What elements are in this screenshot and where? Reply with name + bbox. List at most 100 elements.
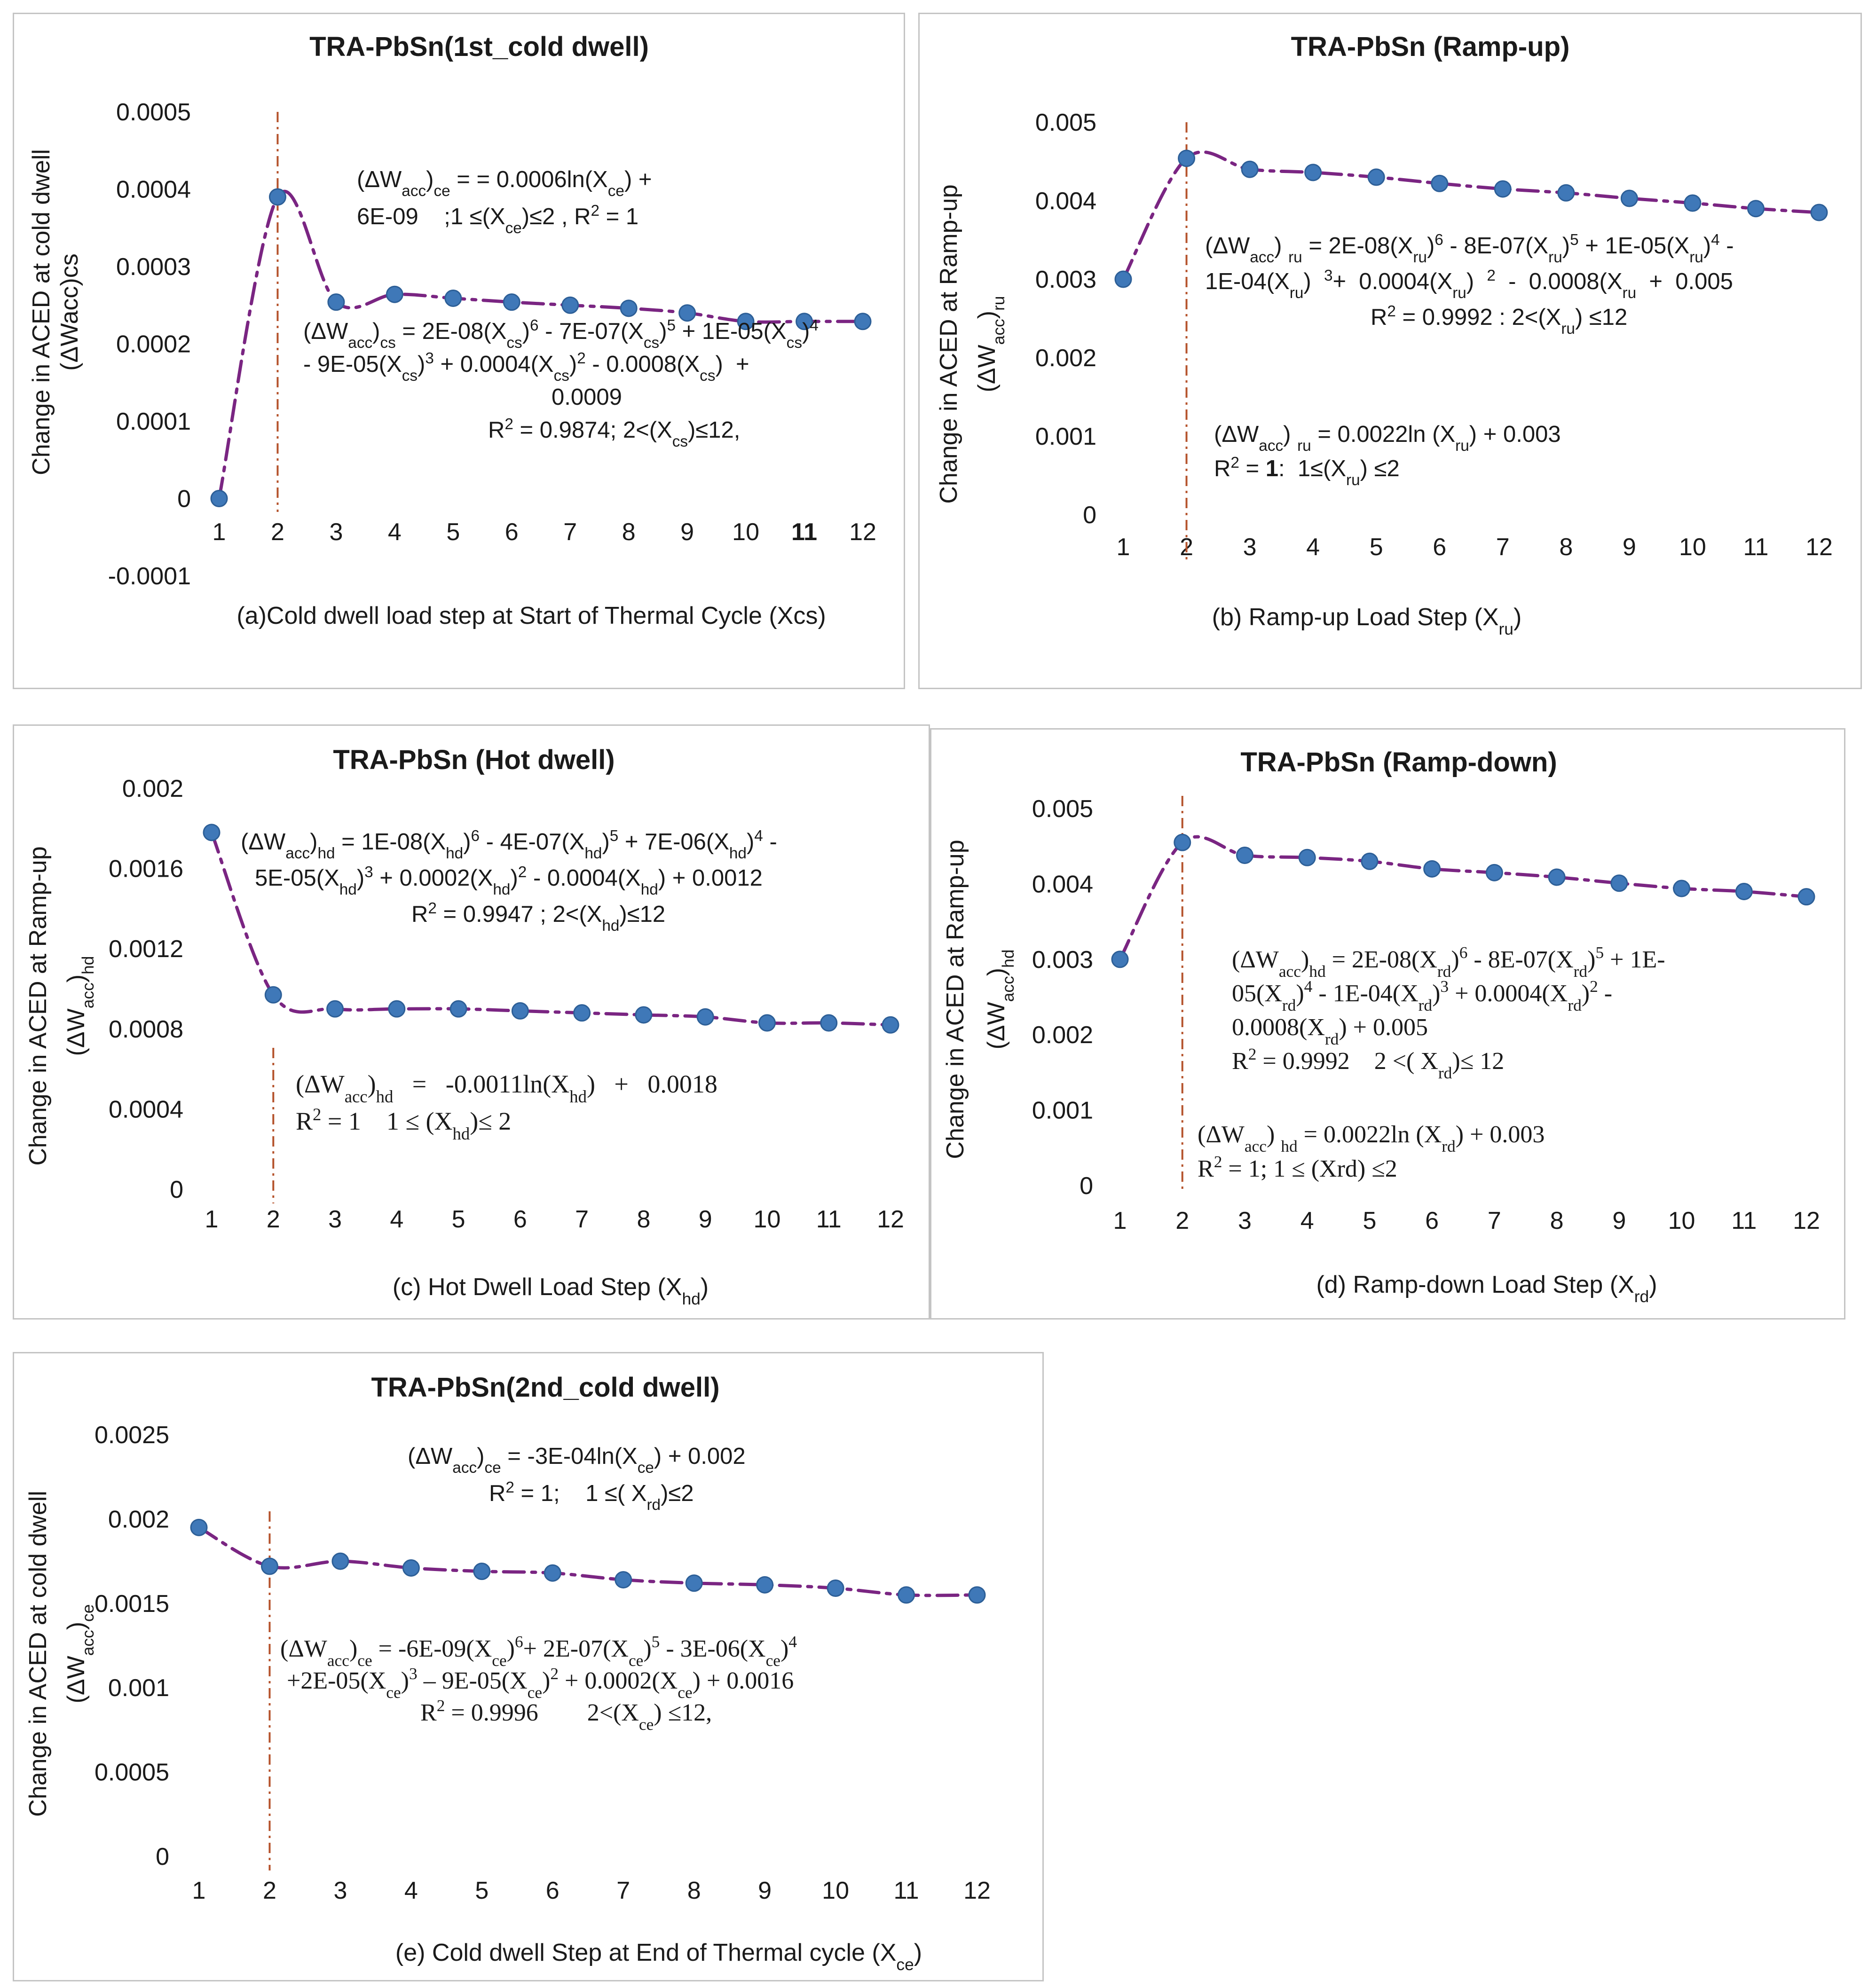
text-segment: ) bbox=[802, 319, 810, 344]
text-segment: )≤ 2 bbox=[470, 1107, 511, 1135]
text-segment: acc bbox=[327, 1651, 349, 1670]
equation-line: 1E-04(Xru) 3+ 0.0004(Xru) 2 - 0.0008(Xru… bbox=[1205, 267, 1733, 302]
x-tick-label: 1 bbox=[205, 1206, 219, 1233]
text-segment: ) bbox=[569, 352, 577, 377]
x-tick-label: 3 bbox=[1238, 1207, 1252, 1234]
chart-panel-hot-dwell: TRA-PbSn (Hot dwell) 0.002 0.0016 0.0012 0.… bbox=[13, 724, 930, 1320]
text-segment: 0.0004 bbox=[116, 176, 191, 204]
text-segment: ) bbox=[418, 352, 425, 377]
text-segment: 0.0016 bbox=[109, 856, 183, 883]
text-segment: 4 bbox=[404, 1877, 418, 1904]
text-segment: 4 bbox=[788, 1632, 797, 1651]
x-tick-label: 10 bbox=[1668, 1207, 1695, 1234]
y-axis-label-line: (ΔWacc)ru bbox=[973, 296, 1008, 393]
text-segment: acc bbox=[79, 1630, 97, 1656]
text-segment: ce bbox=[79, 1604, 97, 1622]
text-segment: 1 bbox=[205, 1206, 219, 1233]
x-tick-label: 7 bbox=[1488, 1207, 1501, 1234]
text-segment: = 0.9996 2<(X bbox=[445, 1699, 639, 1726]
data-point bbox=[210, 490, 228, 507]
x-tick-label: 7 bbox=[616, 1877, 630, 1904]
text-segment: R bbox=[1371, 305, 1387, 330]
text-segment: + 0.0002(X bbox=[373, 865, 493, 891]
text-segment: ce bbox=[434, 182, 450, 200]
x-tick-label: 5 bbox=[452, 1206, 465, 1233]
text-segment: R bbox=[1198, 1155, 1214, 1182]
text-segment: Change in ACED at cold dwell bbox=[28, 149, 55, 475]
trend-line bbox=[1121, 150, 1821, 281]
text-segment: acc bbox=[1279, 962, 1301, 981]
text-segment: = -0.0011ln(X bbox=[393, 1070, 569, 1098]
text-segment: ) bbox=[1301, 946, 1309, 973]
text-segment: 0.0012 bbox=[109, 935, 183, 963]
equation-line: R2 = 0.9947 ; 2<(Xhd)≤12 bbox=[411, 900, 665, 935]
equation-line: (ΔWacc) ru = 0.0022ln (Xru) + 0.003 bbox=[1214, 422, 1561, 455]
y-tick-label: 0.002 bbox=[122, 775, 183, 802]
text-segment: cs bbox=[672, 433, 688, 450]
text-segment: 0.0004 bbox=[109, 1096, 183, 1123]
text-segment: 0.0008(X bbox=[1232, 1014, 1325, 1041]
text-segment: 3 bbox=[1324, 267, 1333, 284]
text-segment: - 0.0008(X bbox=[586, 352, 700, 377]
text-segment: 2 bbox=[505, 1479, 514, 1496]
text-segment: hd bbox=[729, 845, 747, 862]
text-segment: 0.001 bbox=[1032, 1097, 1093, 1124]
text-segment: 8 bbox=[622, 519, 636, 546]
y-tick-label: 0.0015 bbox=[95, 1590, 169, 1618]
text-segment: = 1 bbox=[599, 204, 638, 229]
text-segment: 5 bbox=[452, 1206, 465, 1233]
text-segment: 1 bbox=[213, 519, 226, 546]
text-segment: cs bbox=[787, 334, 802, 352]
text-segment: ce bbox=[492, 1651, 506, 1670]
text-segment: ) + 0.003 bbox=[1456, 1121, 1545, 1148]
y-axis-label: Change in ACED at cold dwell (ΔWacc)cs bbox=[28, 149, 83, 475]
text-segment: 11 bbox=[1731, 1207, 1757, 1234]
text-segment: 12 bbox=[877, 1206, 904, 1233]
data-point bbox=[1114, 270, 1132, 288]
text-segment: 9 bbox=[699, 1206, 712, 1233]
x-tick-label: 11 bbox=[816, 1206, 842, 1233]
x-tick-label: 12 bbox=[849, 519, 876, 546]
data-point bbox=[1304, 164, 1322, 181]
data-point bbox=[449, 1000, 467, 1018]
equation-line: R2 = 1; 1 ≤( Xrd)≤2 bbox=[489, 1479, 694, 1514]
text-segment: ) bbox=[1267, 1121, 1281, 1148]
equation-line: (ΔWacc)hd = -0.0011ln(Xhd) + 0.0018 bbox=[296, 1070, 717, 1106]
text-segment: ) + 0.005 bbox=[1339, 1014, 1428, 1041]
y-tick-label: 0.005 bbox=[1032, 795, 1093, 823]
text-segment: hd bbox=[339, 881, 357, 898]
text-segment: 11 bbox=[816, 1206, 842, 1233]
text-segment: 05(X bbox=[1232, 980, 1282, 1007]
data-point bbox=[327, 293, 345, 311]
equation-block: (ΔWacc)hd = 1E-08(Xhd)6 - 4E-07(Xhd)5 + … bbox=[241, 827, 777, 935]
text-segment: 0.0025 bbox=[95, 1422, 169, 1449]
text-segment: (ΔW bbox=[983, 1002, 1010, 1049]
text-segment: cs bbox=[644, 334, 659, 352]
text-segment: 10 bbox=[1668, 1207, 1695, 1234]
text-segment: 5 bbox=[667, 317, 676, 334]
text-segment: 2 bbox=[1590, 977, 1598, 996]
x-tick-label: 2 bbox=[1175, 1207, 1189, 1234]
chart-title: TRA-PbSn (Hot dwell) bbox=[333, 745, 615, 775]
text-segment: = 2E-08(X bbox=[396, 319, 507, 344]
text-segment: hd bbox=[79, 956, 97, 974]
data-point bbox=[268, 188, 286, 206]
text-segment: ce bbox=[638, 1459, 654, 1477]
text-segment: 4 bbox=[1301, 1207, 1314, 1234]
text-segment: ) bbox=[368, 1070, 376, 1098]
text-segment: 0.0005 bbox=[116, 99, 191, 126]
y-tick-label: 0.002 bbox=[108, 1506, 169, 1533]
text-segment: 11 bbox=[894, 1877, 919, 1904]
text-segment: + 2E-07(X bbox=[523, 1635, 629, 1662]
text-segment: 2 bbox=[271, 519, 284, 546]
text-segment: 0 bbox=[156, 1843, 169, 1870]
text-segment: hd bbox=[584, 845, 602, 862]
text-segment: (ΔW bbox=[408, 1444, 453, 1469]
equation-line: (ΔWacc)ce = -6E-09(Xce)6+ 2E-07(Xce)5 - … bbox=[280, 1632, 797, 1670]
y-tick-label: 0.001 bbox=[108, 1674, 169, 1702]
x-axis-label: (d) Ramp-down Load Step (Xrd) bbox=[1316, 1271, 1657, 1306]
text-segment: 6 bbox=[1433, 534, 1446, 561]
text-segment: ) bbox=[701, 1273, 709, 1301]
text-segment: 1E-04(X bbox=[1205, 269, 1290, 294]
text-segment: 11 bbox=[1743, 534, 1768, 561]
